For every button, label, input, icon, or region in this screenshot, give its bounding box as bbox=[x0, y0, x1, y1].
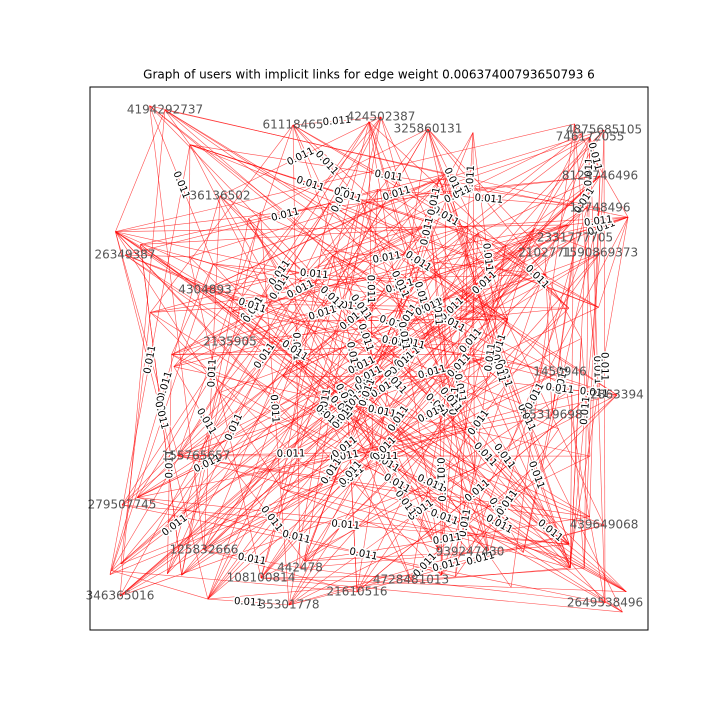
node-label: 2863394 bbox=[590, 388, 643, 402]
node-label: 2102771 bbox=[518, 246, 571, 260]
node-label: 21610516 bbox=[326, 585, 387, 599]
node-label: 36136502 bbox=[189, 189, 250, 203]
node-label: 155765657 bbox=[162, 449, 231, 463]
node-label: 939247430 bbox=[436, 545, 505, 559]
node-label: 1590869373 bbox=[562, 246, 638, 260]
edge-label: 0.011 bbox=[268, 394, 281, 423]
node-label: 2331777705 bbox=[537, 231, 613, 245]
node-label: 442478 bbox=[277, 561, 323, 575]
edge-label: 0.011 bbox=[206, 358, 218, 387]
node-label: 325860131 bbox=[394, 122, 463, 136]
node-label: 2135905 bbox=[203, 335, 256, 349]
node-label: 4194292737 bbox=[127, 103, 203, 117]
node-label: 346365016 bbox=[86, 589, 155, 603]
node-label: 8124746496 bbox=[562, 169, 638, 183]
node-label: 12748496 bbox=[569, 201, 630, 215]
node-label: 26349387 bbox=[94, 248, 155, 262]
node-label: 1450946 bbox=[533, 365, 586, 379]
node-label: 35301778 bbox=[258, 598, 319, 612]
node-label: 4304893 bbox=[178, 283, 231, 297]
node-label: 279507745 bbox=[88, 498, 157, 512]
title: Graph of users with implicit links for e… bbox=[143, 68, 595, 82]
node-label: 15319698 bbox=[521, 408, 582, 422]
node-label: 746172055 bbox=[556, 130, 625, 144]
node-label: 61118465 bbox=[262, 118, 323, 132]
edge-label: 0.011 bbox=[598, 352, 609, 381]
node-label: 439649068 bbox=[570, 518, 639, 532]
node-label: 125832666 bbox=[170, 543, 239, 557]
node-label: 2649538496 bbox=[567, 596, 643, 610]
edge-label: 0.011 bbox=[277, 448, 306, 460]
edge-label: 0.011 bbox=[365, 275, 376, 304]
